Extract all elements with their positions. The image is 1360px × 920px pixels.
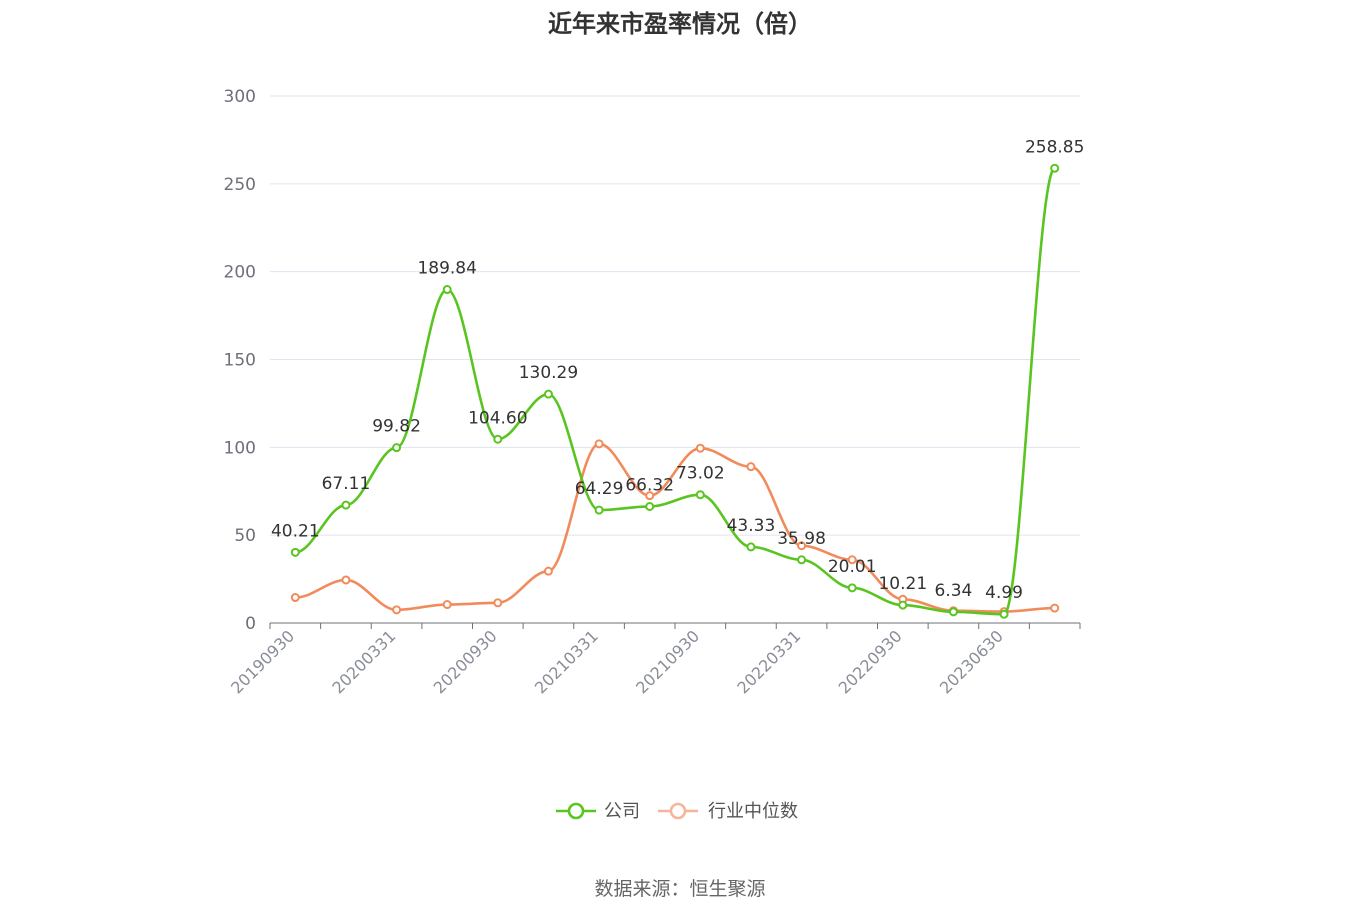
legend-marker (669, 802, 687, 820)
data-point (543, 566, 553, 576)
x-tick-label: 20200930 (430, 626, 501, 697)
data-label: 104.60 (468, 408, 527, 428)
legend-label: 公司 (604, 801, 640, 822)
y-tick-label: 0 (245, 614, 256, 634)
data-point (746, 542, 756, 552)
data-point (797, 541, 807, 551)
x-tick-label: 20200331 (328, 626, 399, 697)
data-label: 73.02 (676, 464, 725, 484)
data-point (493, 434, 503, 444)
series-line-industry (295, 442, 1055, 613)
data-point (847, 583, 857, 593)
data-point (645, 501, 655, 511)
data-point (1050, 163, 1060, 173)
y-tick-label: 100 (224, 438, 256, 458)
data-label: 10.21 (878, 574, 927, 594)
data-label: 99.82 (372, 417, 421, 437)
line-chart: 0 50 100 150 200 250 300 20190930 20200331 20200… (224, 87, 1085, 822)
data-point (797, 555, 807, 565)
x-tick-label: 20230630 (936, 626, 1007, 697)
data-point (594, 505, 604, 515)
data-point (645, 491, 655, 501)
data-label: 189.84 (417, 259, 476, 279)
y-tick-label: 250 (224, 175, 256, 195)
data-point (847, 555, 857, 565)
data-point (442, 600, 452, 610)
data-label: 20.01 (828, 557, 877, 577)
data-point (898, 600, 908, 610)
y-tick-label: 50 (234, 526, 256, 546)
legend-marker (567, 802, 585, 820)
data-label: 35.98 (777, 529, 826, 549)
data-label: 6.34 (935, 581, 973, 601)
y-axis: 0 50 100 150 200 250 300 (224, 87, 256, 634)
y-tick-label: 300 (224, 87, 256, 107)
data-label: 67.11 (322, 474, 371, 494)
data-point (290, 547, 300, 557)
data-label: 40.21 (271, 521, 320, 541)
data-point (341, 500, 351, 510)
series-group (290, 163, 1060, 619)
x-tick-label: 20220930 (835, 626, 906, 697)
data-point (948, 607, 958, 617)
data-point (695, 443, 705, 453)
data-point (594, 439, 604, 449)
data-point (543, 389, 553, 399)
data-point (746, 462, 756, 472)
x-tick-label: 20210930 (632, 626, 703, 697)
data-point (493, 598, 503, 608)
x-axis: 20190930 20200331 20200930 20210331 20210930… (227, 622, 1081, 697)
data-point (290, 593, 300, 603)
legend-item-company[interactable]: 公司 (556, 801, 640, 822)
data-label: 43.33 (727, 516, 776, 536)
data-point (392, 443, 402, 453)
data-labels: 40.21 67.11 99.82 189.84 104.60 130.29 64.29 66… (271, 137, 1084, 603)
x-tick-label: 20190930 (227, 626, 298, 697)
data-point (442, 285, 452, 295)
data-label: 258.85 (1025, 137, 1084, 157)
legend-label: 行业中位数 (708, 801, 798, 822)
data-label: 64.29 (575, 479, 624, 499)
y-tick-label: 200 (224, 263, 256, 283)
data-label: 66.32 (625, 475, 674, 495)
y-tick-label: 150 (224, 351, 256, 371)
data-label: 4.99 (985, 583, 1023, 603)
data-point (392, 605, 402, 615)
x-tick-label: 20220331 (733, 626, 804, 697)
series-line-company (295, 166, 1056, 616)
data-label: 130.29 (519, 363, 578, 383)
data-point (1050, 603, 1060, 613)
data-point (695, 490, 705, 500)
chart-title: 近年来市盈率情况（倍） (548, 10, 812, 38)
legend-item-industry[interactable]: 行业中位数 (658, 801, 798, 822)
legend[interactable]: 公司 行业中位数 (556, 801, 798, 822)
source-note: 数据来源：恒生聚源 (594, 878, 766, 900)
data-point (999, 609, 1009, 619)
grid (270, 95, 1080, 536)
data-point (341, 575, 351, 585)
x-tick-label: 20210331 (531, 626, 602, 697)
